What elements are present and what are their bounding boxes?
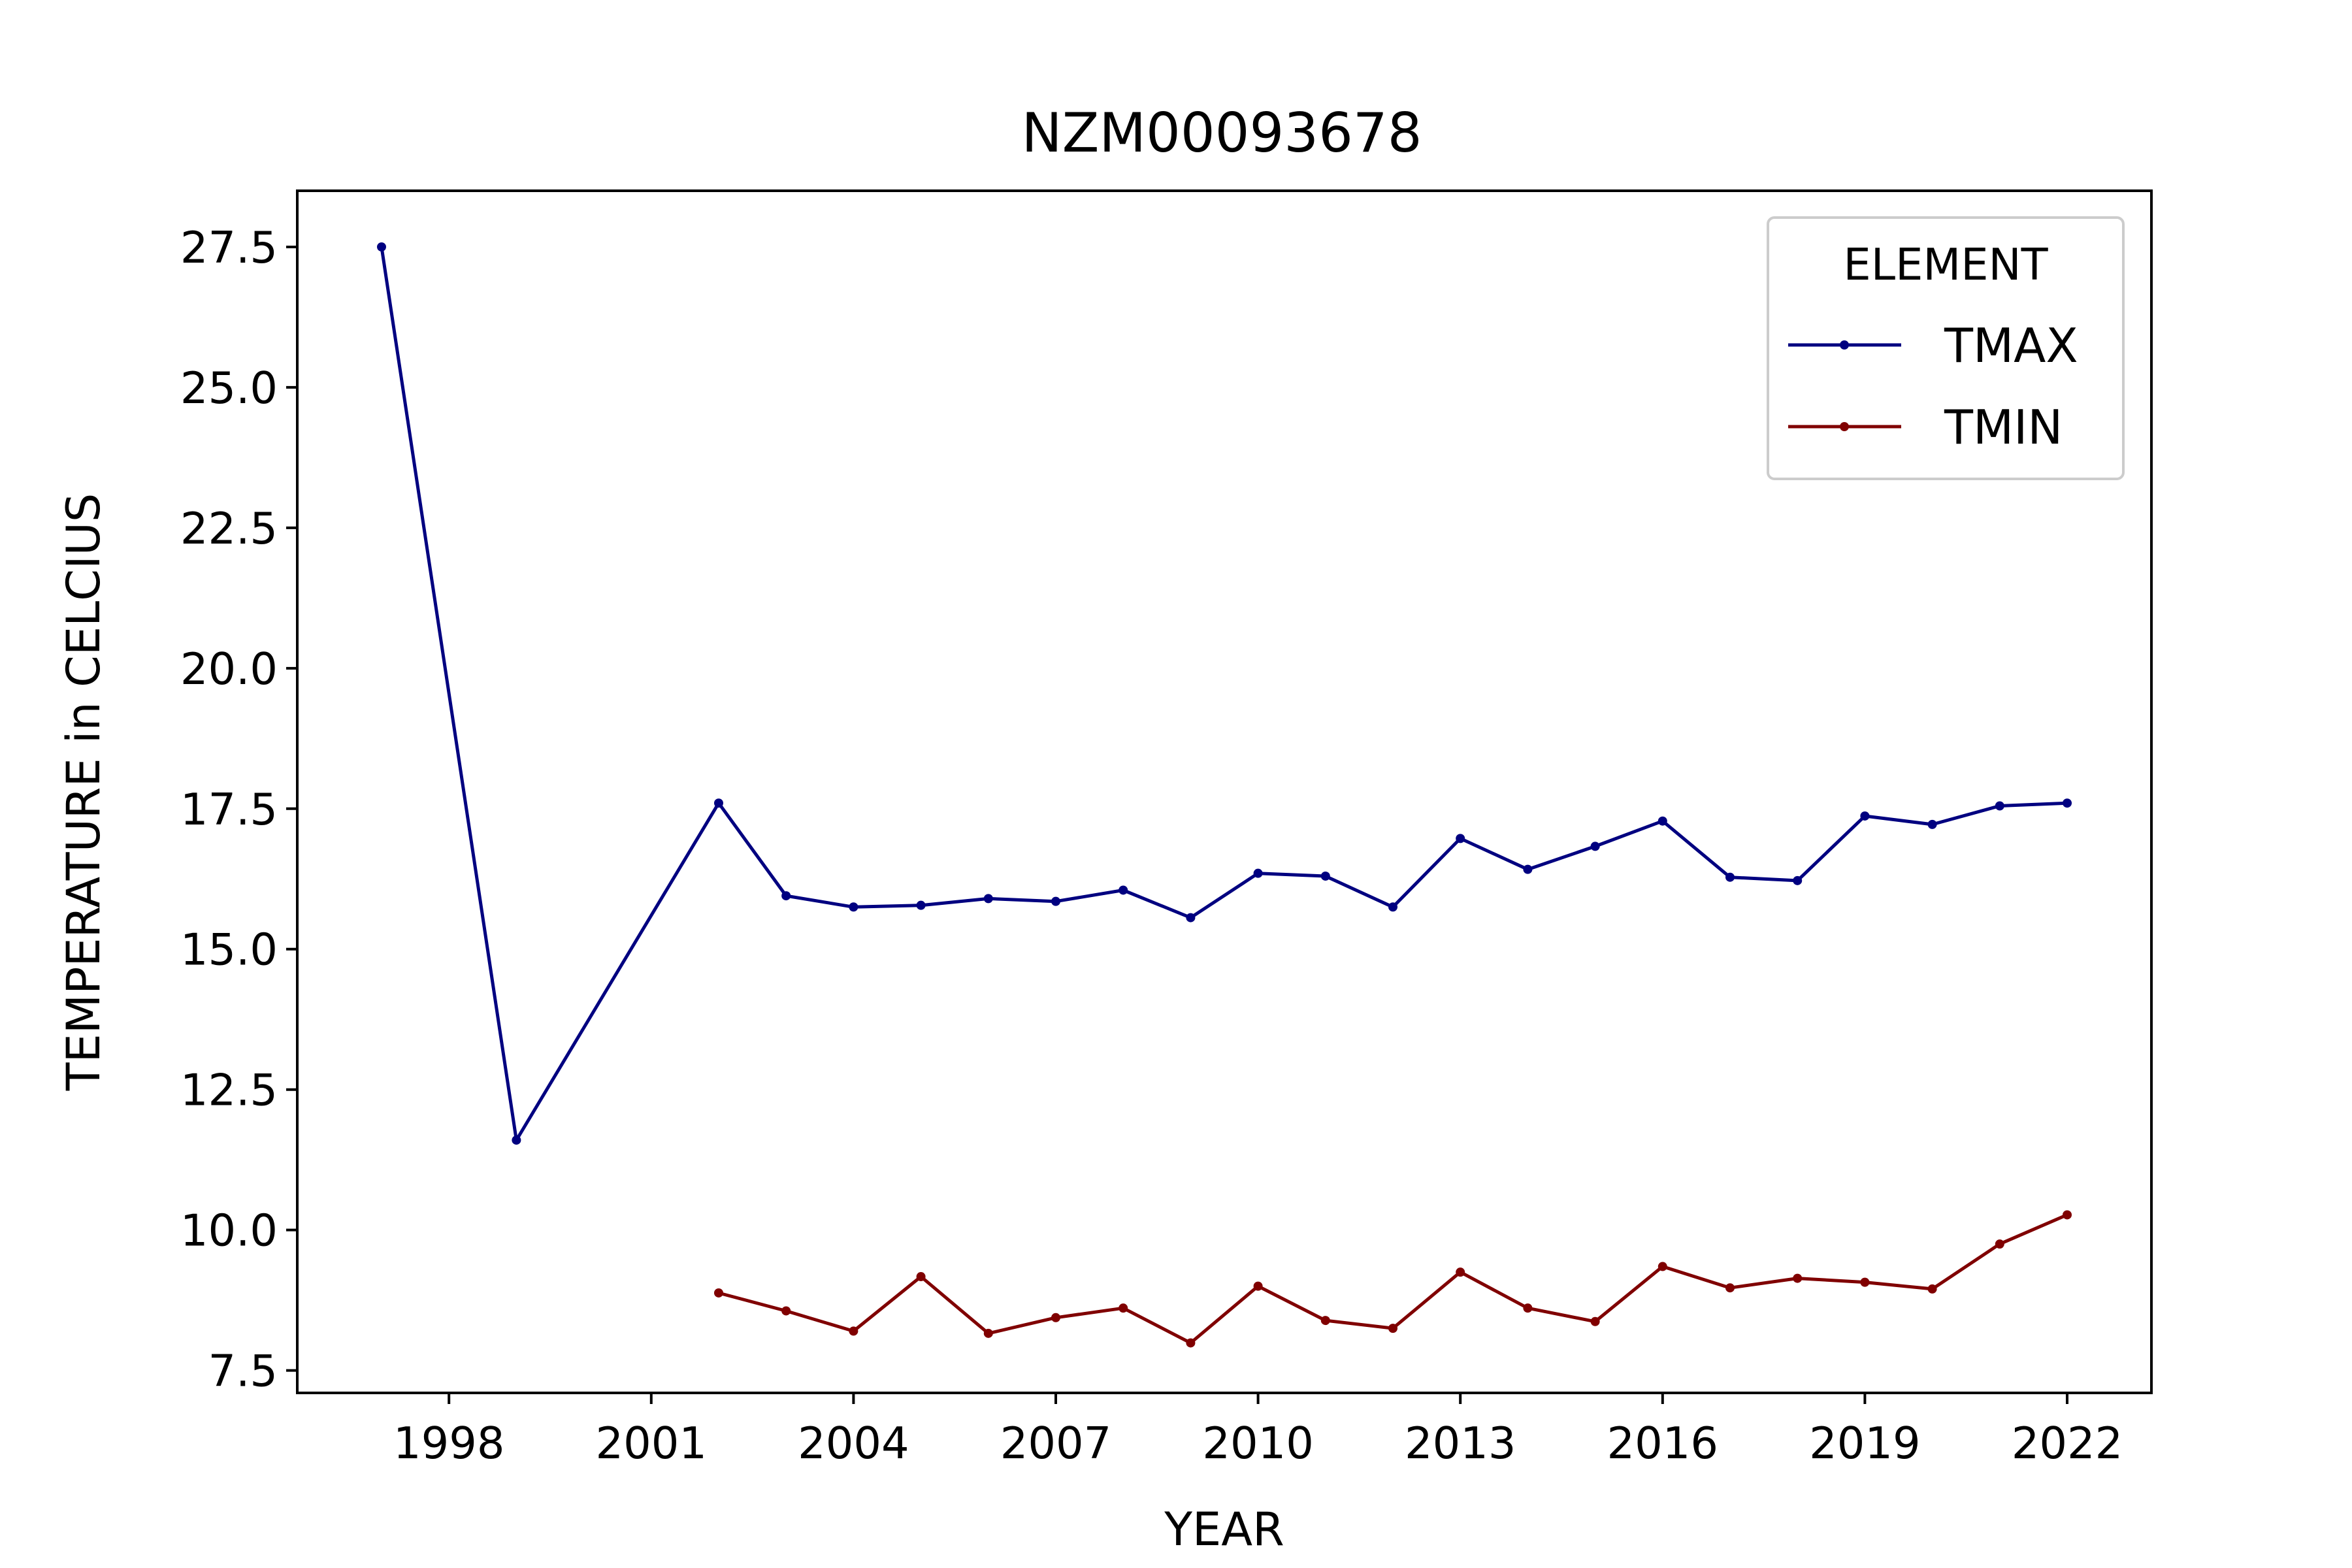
data-point-tmax[interactable] [1456, 834, 1465, 843]
plot-area [377, 242, 2072, 1348]
y-tick-label: 27.5 [180, 222, 278, 273]
data-point-tmax[interactable] [1388, 902, 1397, 912]
data-point-tmin[interactable] [1658, 1262, 1667, 1271]
data-point-tmin[interactable] [1590, 1316, 1600, 1326]
data-point-tmax[interactable] [1927, 819, 1937, 829]
data-point-tmax[interactable] [714, 798, 723, 808]
data-point-tmin[interactable] [1995, 1239, 2004, 1249]
x-tick-label: 2016 [1607, 1418, 1719, 1469]
data-point-tmin[interactable] [1523, 1303, 1533, 1313]
series-tmin [714, 1210, 2072, 1348]
data-point-tmax[interactable] [983, 894, 993, 904]
x-tick-label: 2007 [1000, 1418, 1112, 1469]
legend-box [1767, 216, 2125, 480]
data-point-tmin[interactable] [1793, 1273, 1803, 1283]
legend-item-tmin[interactable]: TMIN [1788, 400, 2063, 455]
data-point-tmin[interactable] [1725, 1283, 1735, 1293]
data-point-tmin[interactable] [1456, 1267, 1465, 1277]
y-tick-label: 22.5 [180, 503, 278, 554]
plot-frame [296, 189, 2153, 1394]
legend-item-tmax[interactable]: TMAX [1788, 318, 2078, 373]
legend-marker-tmin [1840, 422, 1849, 431]
data-point-tmax[interactable] [781, 891, 791, 901]
data-point-tmin[interactable] [916, 1272, 926, 1282]
x-tick-label: 2010 [1202, 1418, 1314, 1469]
x-tick-label: 2022 [2012, 1418, 2123, 1469]
data-point-tmax[interactable] [1186, 913, 1196, 923]
data-point-tmin[interactable] [714, 1288, 723, 1298]
y-tick-label: 25.0 [180, 363, 278, 414]
data-point-tmax[interactable] [849, 902, 858, 912]
data-point-tmin[interactable] [1320, 1316, 1330, 1326]
data-point-tmin[interactable] [1186, 1338, 1196, 1348]
data-point-tmax[interactable] [1793, 875, 1803, 885]
x-tick-label: 2019 [1809, 1418, 1921, 1469]
data-point-tmin[interactable] [1388, 1324, 1397, 1333]
data-point-tmin[interactable] [1927, 1284, 1937, 1294]
data-point-tmax[interactable] [512, 1135, 521, 1145]
legend-marker-tmax [1840, 340, 1849, 350]
data-point-tmax[interactable] [1860, 811, 1870, 821]
data-point-tmax[interactable] [1725, 872, 1735, 882]
legend: ELEMENT TMAX TMIN [1767, 216, 2125, 480]
data-point-tmax[interactable] [1995, 801, 2004, 811]
data-point-tmax[interactable] [1590, 841, 1600, 851]
data-point-tmin[interactable] [1119, 1303, 1128, 1313]
x-tick-label: 2001 [596, 1418, 708, 1469]
series-tmax [377, 242, 2072, 1145]
data-point-tmin[interactable] [849, 1326, 858, 1336]
legend-label-tmin: TMIN [1944, 400, 2063, 455]
x-tick-label: 1998 [393, 1418, 505, 1469]
x-tick-label: 2004 [798, 1418, 909, 1469]
data-point-tmax[interactable] [1051, 896, 1060, 906]
data-point-tmax[interactable] [1320, 871, 1330, 881]
y-axis: 7.5 10.0 12.5 15.0 17.5 20.0 22.5 25.0 27.5 [180, 222, 297, 1397]
data-point-tmin[interactable] [2063, 1210, 2072, 1220]
data-point-tmin[interactable] [1051, 1313, 1060, 1322]
y-tick-label: 10.0 [180, 1205, 278, 1256]
y-axis-label: TEMPERATURE in CELCIUS [57, 493, 110, 1092]
data-point-tmax[interactable] [1119, 885, 1128, 895]
y-tick-label: 20.0 [180, 644, 278, 694]
legend-title: ELEMENT [1843, 239, 2048, 290]
data-point-tmax[interactable] [377, 242, 386, 252]
data-point-tmin[interactable] [983, 1328, 993, 1338]
chart-title: NZM00093678 [1021, 101, 1422, 165]
y-tick-label: 7.5 [208, 1346, 278, 1397]
data-point-tmin[interactable] [1860, 1277, 1870, 1287]
x-axis: 1998 2001 2004 2007 2010 2013 2016 2019 2022 [393, 1393, 2123, 1469]
data-point-tmax[interactable] [916, 900, 926, 910]
data-point-tmin[interactable] [1253, 1281, 1263, 1291]
legend-label-tmax: TMAX [1944, 318, 2078, 373]
y-tick-label: 17.5 [180, 784, 278, 835]
x-axis-label: YEAR [1164, 1503, 1284, 1556]
x-tick-label: 2013 [1405, 1418, 1516, 1469]
y-tick-label: 15.0 [180, 924, 278, 975]
y-tick-label: 12.5 [180, 1065, 278, 1116]
data-point-tmax[interactable] [1658, 816, 1667, 826]
data-point-tmax[interactable] [2063, 798, 2072, 808]
data-point-tmax[interactable] [1523, 864, 1533, 874]
data-point-tmin[interactable] [781, 1306, 791, 1316]
data-point-tmax[interactable] [1253, 868, 1263, 878]
